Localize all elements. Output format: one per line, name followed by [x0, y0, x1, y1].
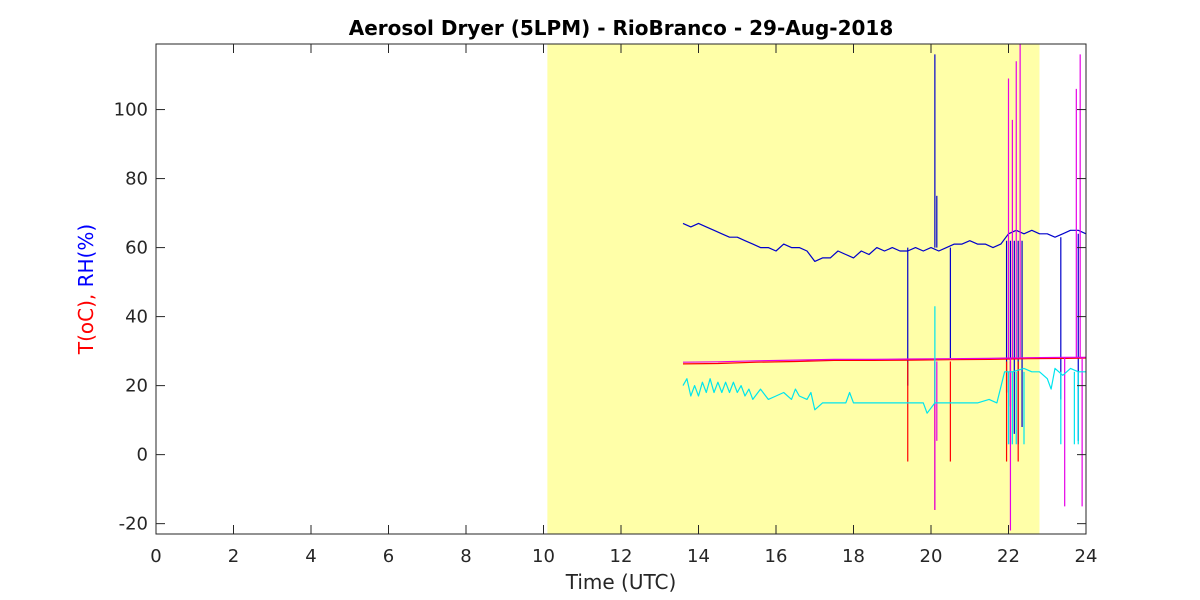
x-tick-label-5: 10 [532, 546, 555, 567]
y-tick-label-2: 20 [125, 376, 148, 397]
x-tick-label-1: 2 [228, 546, 239, 567]
x-axis-label: Time (UTC) [565, 570, 677, 594]
x-tick-label-10: 20 [920, 546, 943, 567]
series-line-1 [682, 357, 1087, 365]
x-tick-label-9: 18 [842, 546, 865, 567]
x-tick-label-12: 24 [1075, 546, 1098, 567]
series-line-0 [682, 222, 1087, 262]
y-tick-label-1: 0 [137, 445, 148, 466]
x-tick-label-0: 0 [150, 546, 161, 567]
x-tick-label-11: 22 [997, 546, 1020, 567]
y-axis-label-part-0: T(oC), [74, 287, 98, 355]
x-tick-label-4: 8 [460, 546, 471, 567]
x-tick-label-7: 14 [687, 546, 710, 567]
chart-title: Aerosol Dryer (5LPM) - RioBranco - 29-Au… [349, 16, 894, 40]
x-tick-label-3: 6 [383, 546, 394, 567]
y-tick-label-4: 60 [125, 238, 148, 259]
x-tick-label-2: 4 [305, 546, 316, 567]
series-line-2 [682, 356, 1086, 363]
series-line-3 [682, 367, 1086, 414]
y-axis-label-part-1: RH(%) [74, 224, 98, 288]
y-tick-label-5: 80 [125, 169, 148, 190]
y-axis-label: T(oC), RH(%) [74, 224, 98, 355]
y-tick-label-0: -20 [119, 514, 148, 535]
x-tick-label-6: 12 [610, 546, 633, 567]
y-tick-label-3: 40 [125, 307, 148, 328]
x-tick-label-8: 16 [765, 546, 788, 567]
y-tick-label-6: 100 [114, 100, 148, 121]
shaded-region [547, 44, 1040, 534]
